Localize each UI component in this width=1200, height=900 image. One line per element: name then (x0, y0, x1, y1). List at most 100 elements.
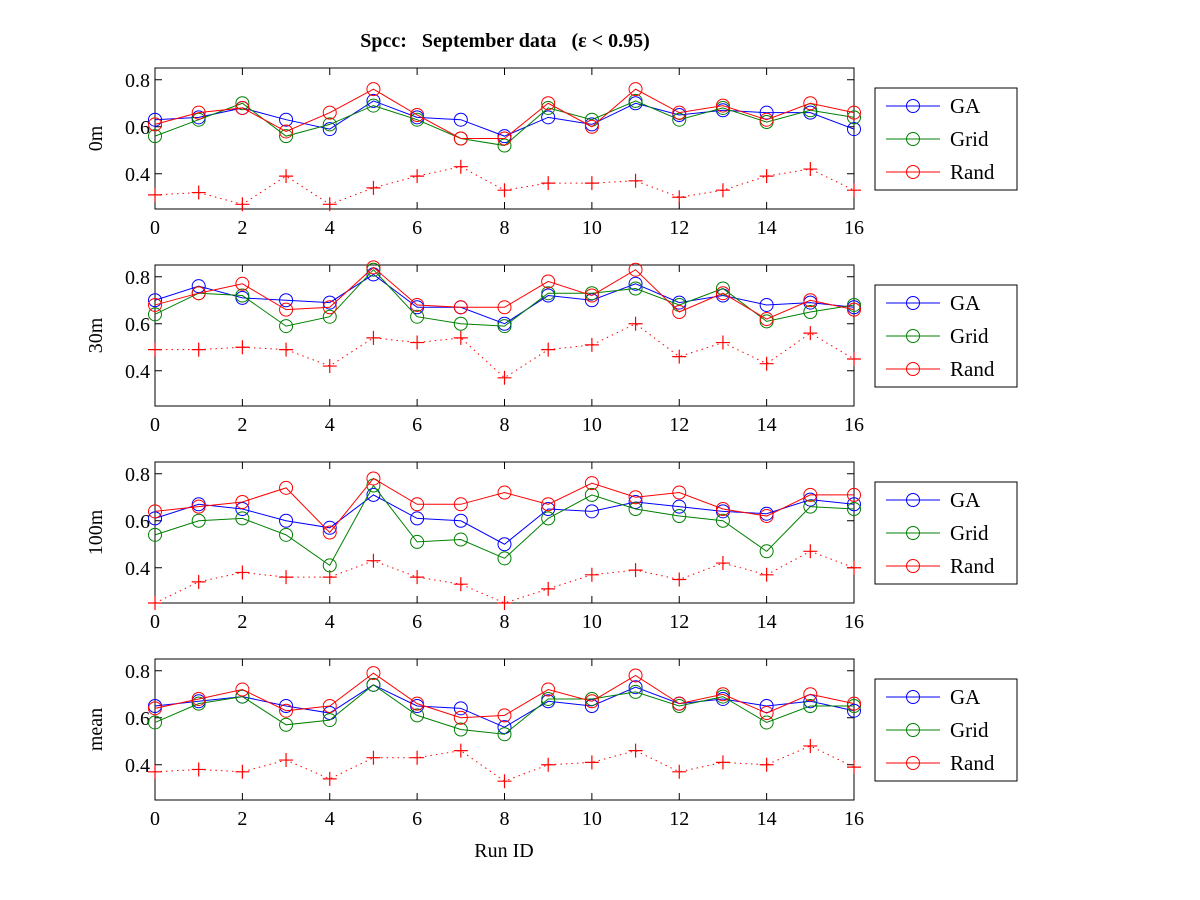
data-point-rand (803, 487, 818, 502)
legend-marker-circle-icon (906, 362, 920, 376)
data-point-grid (148, 307, 162, 322)
series-line-grid (154, 100, 855, 147)
x-tick-label: 14 (757, 808, 777, 830)
data-point-ga (759, 699, 774, 713)
series-line-rand (154, 477, 854, 534)
chart-title: Spcc: September data (ε < 0.95) (360, 30, 650, 52)
data-point-baseline (628, 173, 643, 188)
x-tick-label: 6 (412, 217, 422, 239)
data-point-rand (235, 276, 250, 291)
data-point-rand (279, 124, 294, 139)
data-point-grid (628, 684, 643, 699)
series-baseline (148, 738, 861, 789)
data-point-grid (322, 713, 337, 728)
data-point-rand (453, 300, 468, 315)
legend-label: Rand (950, 751, 995, 775)
data-point-baseline (235, 197, 250, 212)
data-point-rand (672, 305, 687, 319)
x-tick-label: 14 (757, 217, 777, 239)
data-point-rand (410, 108, 425, 122)
subplot-100m: 0 2 4 6 8 10 12 14 16 0.4 0.6 0.8 100m GA Grid Rand (85, 461, 1018, 633)
data-point-baseline (803, 738, 818, 753)
legend-marker-circle-icon (906, 99, 920, 113)
series-baseline (148, 316, 861, 385)
data-point-grid (759, 544, 774, 559)
data-point-rand (759, 706, 774, 721)
x-tick-label: 8 (500, 808, 510, 830)
legend-item-grid: Grid (886, 324, 989, 348)
data-point-rand (366, 260, 381, 275)
data-point-rand (541, 96, 556, 111)
data-point-baseline (279, 753, 294, 768)
axes-box (154, 264, 855, 407)
legend-item-ga: GA (886, 291, 981, 315)
data-point-rand (584, 119, 599, 134)
data-point-rand (847, 696, 861, 711)
data-point-rand (235, 682, 250, 697)
data-point-rand (322, 525, 337, 540)
data-point-baseline (847, 560, 861, 575)
data-point-baseline (148, 187, 162, 202)
y-tick-label: 0.6 (125, 314, 150, 336)
data-point-baseline (847, 352, 861, 366)
data-point-ga (803, 492, 818, 507)
data-point-grid (759, 715, 774, 730)
data-point-baseline (279, 169, 294, 184)
x-tick-label: 6 (412, 611, 422, 633)
x-tick-label: 14 (757, 414, 777, 436)
x-tick-label: 10 (582, 611, 602, 633)
y-tick-label: 0.4 (125, 164, 150, 186)
series-rand (148, 260, 861, 327)
legend-item-rand: Rand (886, 357, 995, 381)
legend-item-rand: Rand (886, 751, 995, 775)
data-point-ga (803, 694, 818, 709)
data-point-grid (847, 297, 861, 312)
data-point-baseline (803, 162, 818, 177)
data-point-rand (366, 471, 381, 486)
data-point-grid (628, 502, 643, 516)
data-point-baseline (410, 570, 425, 585)
data-point-baseline (366, 330, 381, 345)
data-point-rand (715, 687, 730, 702)
data-point-grid (628, 93, 643, 108)
data-point-rand (148, 504, 162, 519)
data-point-ga (847, 703, 861, 718)
data-point-baseline (715, 556, 730, 571)
data-point-grid (148, 715, 162, 730)
data-point-grid (803, 103, 818, 118)
data-point-rand (847, 487, 861, 502)
legend-label: Rand (950, 554, 995, 578)
x-tick-label: 10 (582, 414, 602, 436)
data-point-baseline (497, 596, 512, 610)
data-point-rand (541, 682, 556, 697)
legend-label: GA (950, 291, 981, 315)
y-tick-label: 0.8 (125, 267, 150, 289)
data-point-rand (410, 497, 425, 512)
data-point-baseline (541, 342, 556, 357)
legend-label: Grid (950, 521, 989, 545)
data-point-baseline (628, 743, 643, 758)
legend-marker-circle-icon (906, 756, 920, 770)
y-tick-label: 0.4 (125, 755, 150, 777)
data-point-grid (715, 281, 730, 296)
x-tick-label: 0 (150, 808, 160, 830)
data-point-grid (541, 691, 556, 706)
data-point-grid (191, 696, 206, 711)
data-point-baseline (148, 342, 162, 357)
x-tick-label: 4 (325, 808, 335, 830)
data-point-rand (584, 476, 599, 491)
data-point-baseline (584, 755, 599, 770)
legend-marker-circle-icon (906, 559, 920, 573)
data-point-baseline (541, 581, 556, 596)
data-point-ga (584, 699, 599, 713)
data-point-rand (191, 105, 206, 120)
data-point-rand (628, 668, 643, 683)
data-point-ga (847, 122, 861, 137)
x-tick-label: 0 (150, 611, 160, 633)
data-point-baseline (541, 176, 556, 191)
data-point-grid (497, 727, 512, 742)
y-axis-label: 100m (85, 509, 107, 555)
data-point-rand (497, 708, 512, 723)
data-point-rand (453, 497, 468, 512)
data-point-baseline (322, 197, 337, 212)
